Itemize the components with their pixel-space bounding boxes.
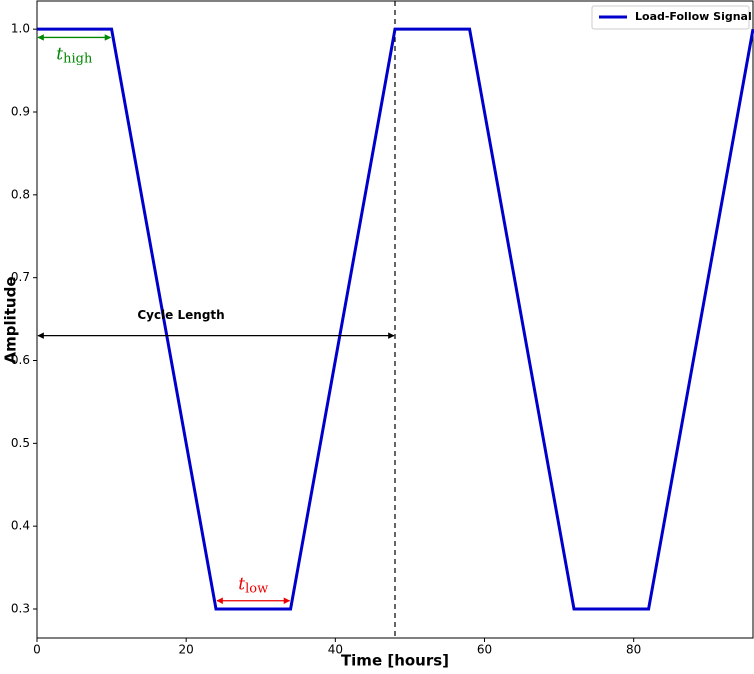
y-tick-label: 0.9 [11,104,30,118]
line [37,27,754,611]
y-tick-label: 0.5 [11,436,30,450]
legend: Load-Follow Signal [591,5,752,30]
legend-box [591,5,750,30]
annotation-symbol: t [238,574,245,594]
y-tick-label: 0.8 [11,187,30,201]
x-tick-label: 60 [477,643,492,657]
annotation-symbol: t [56,44,63,64]
annotation-label: tlow [238,574,268,596]
y-tick-label: 0.3 [11,602,30,616]
x-tick-label: 20 [179,643,194,657]
x-axis-label: Time [hours] [341,652,449,670]
y-tick-label: 1.0 [11,22,30,36]
x-tick-label: 0 [33,643,41,657]
y-tick-label: 0.7 [11,270,30,284]
x-tick-label: 40 [328,643,343,657]
annotation-subscript: high [63,51,93,66]
y-axis-label: Amplitude [2,276,20,363]
y-tick-label: 0.4 [11,519,30,533]
y-tick-label: 0.6 [11,353,30,367]
annotation-label: Cycle Length [137,308,224,322]
annotation-label: thigh [56,44,93,66]
x-tick-label: 80 [626,643,641,657]
annotation-subscript: low [245,581,268,596]
legend-label: Load-Follow Signal [635,10,752,23]
